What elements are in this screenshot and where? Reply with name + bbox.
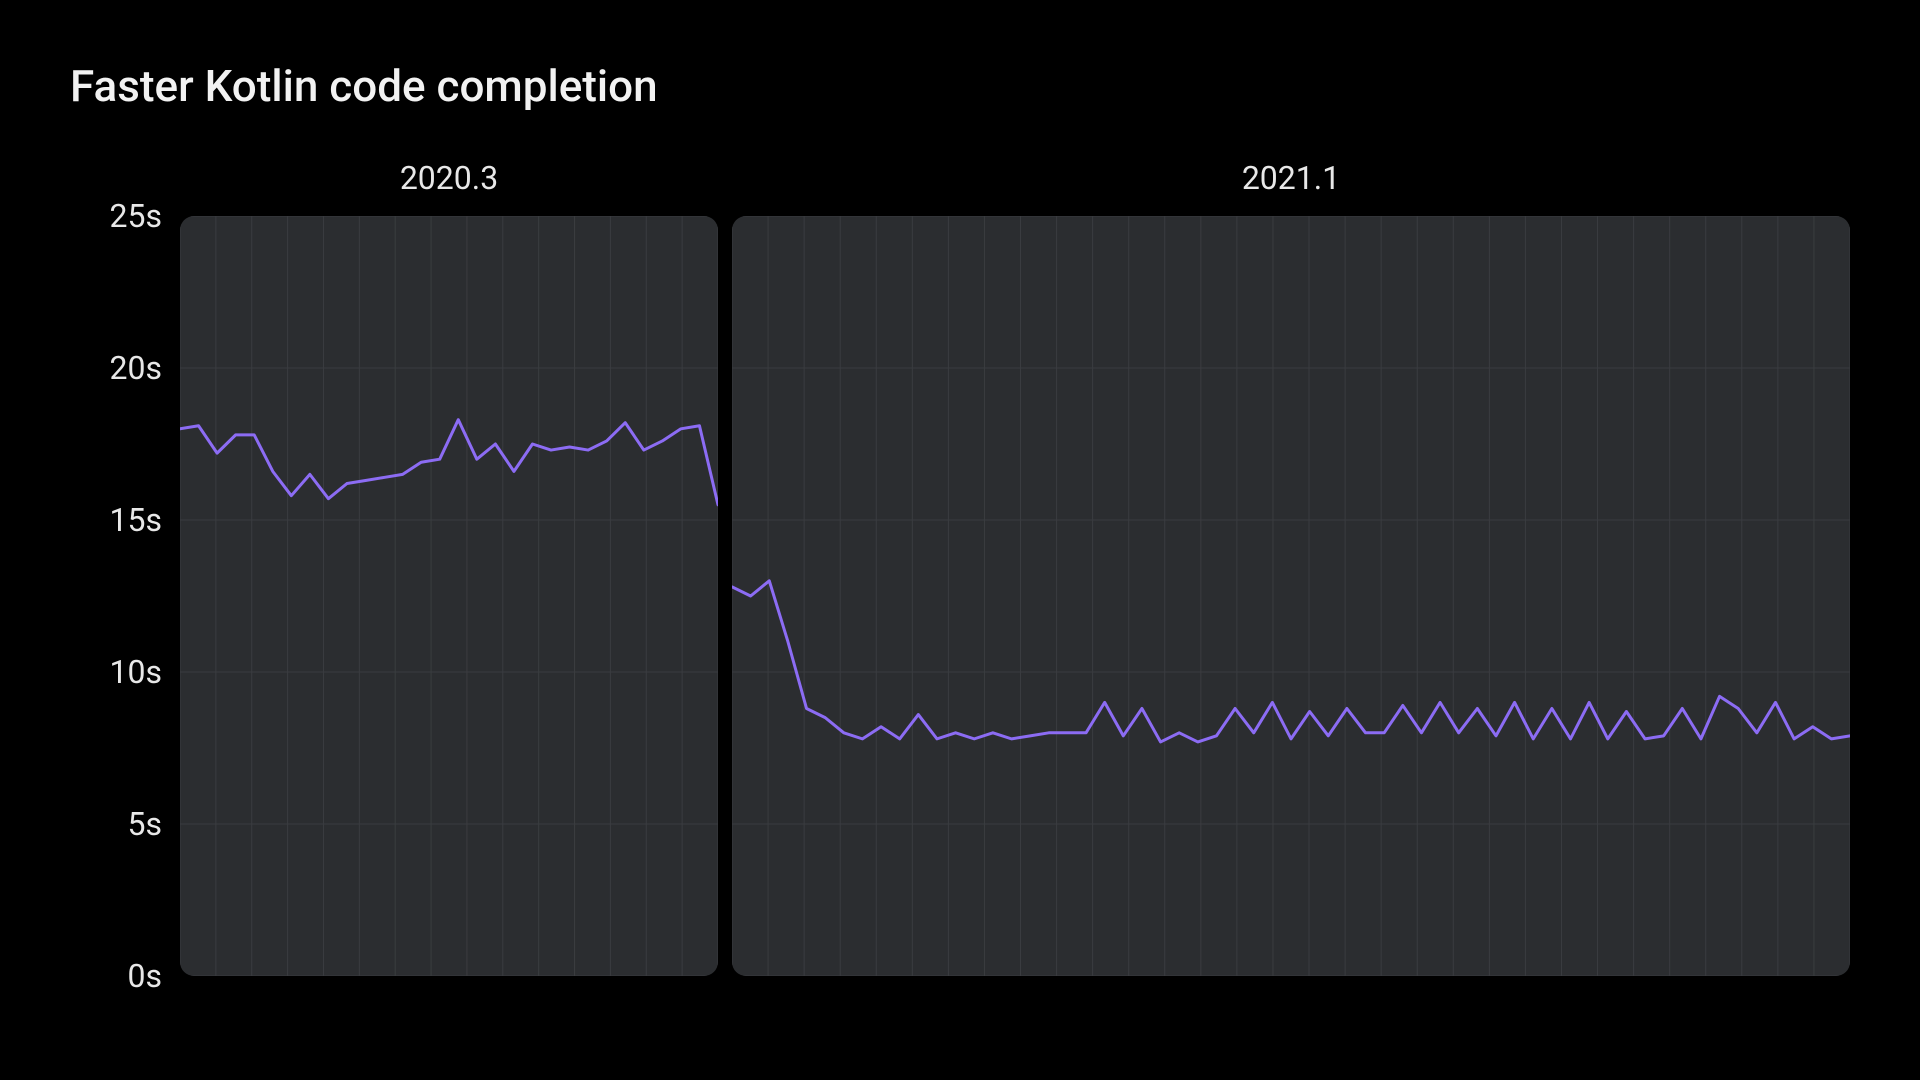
y-axis-tick: 25s	[110, 197, 162, 235]
y-axis-tick: 15s	[110, 501, 162, 539]
chart-panel	[732, 216, 1850, 976]
data-line	[180, 420, 718, 505]
y-axis: 0s5s10s15s20s25s	[70, 216, 180, 976]
panel-label: 2021.1	[732, 160, 1850, 216]
y-axis-tick: 0s	[128, 957, 163, 995]
y-axis-tick: 5s	[128, 805, 163, 843]
y-axis-tick: 10s	[110, 653, 162, 691]
chart-area: 0s5s10s15s20s25s 2020.32021.1	[70, 160, 1850, 976]
chart-panel	[180, 216, 718, 976]
chart-panels: 2020.32021.1	[180, 160, 1850, 976]
y-axis-tick: 20s	[110, 349, 162, 387]
chart-title: Faster Kotlin code completion	[70, 60, 1850, 112]
data-line	[732, 581, 1850, 742]
panel-label: 2020.3	[180, 160, 718, 216]
